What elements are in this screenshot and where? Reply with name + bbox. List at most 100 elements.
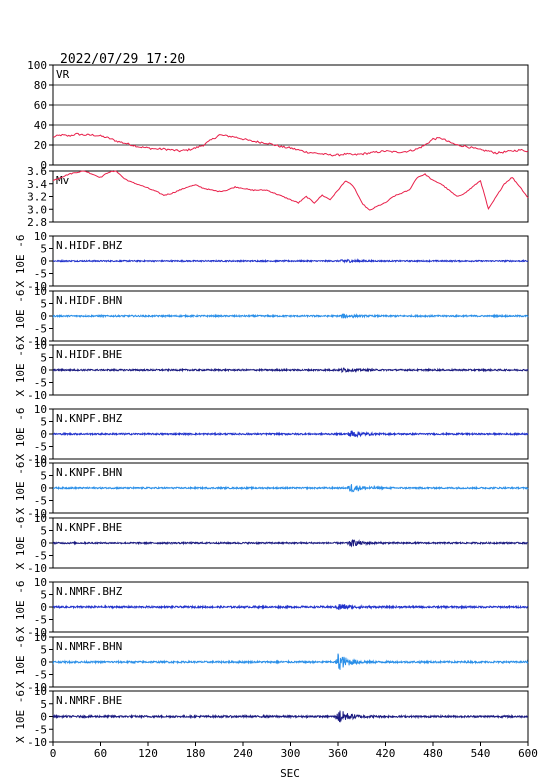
x-tick-label: 0 <box>50 747 57 760</box>
y-tick-label: -10 <box>27 736 47 749</box>
y-axis-label: X 10E -6 <box>14 581 27 634</box>
y-tick-label: 0 <box>40 310 47 323</box>
x-tick-label: 480 <box>423 747 443 760</box>
x-tick-label: 240 <box>233 747 253 760</box>
y-tick-label: 10 <box>34 339 47 352</box>
y-tick-label: -5 <box>34 323 47 336</box>
y-tick-label: 5 <box>40 352 47 365</box>
y-tick-label: -5 <box>34 495 47 508</box>
panel-label: N.NMRF.BHZ <box>56 585 123 598</box>
y-tick-label: 5 <box>40 698 47 711</box>
panel-label: N.NMRF.BHE <box>56 694 122 707</box>
y-tick-label: -5 <box>34 614 47 627</box>
y-tick-label: -10 <box>27 389 47 402</box>
y-tick-label: 0 <box>40 656 47 669</box>
trace-n-nmrf-bhz <box>52 603 529 611</box>
y-tick-label: -10 <box>27 626 47 639</box>
y-tick-label: -10 <box>27 335 47 348</box>
trace-n-hidf-bhz <box>52 258 529 264</box>
y-axis-label: X 10E -6 <box>14 290 27 343</box>
y-tick-label: 5 <box>40 644 47 657</box>
y-axis-label: X 10E -6 <box>14 517 27 570</box>
y-axis-label: X 10E -6 <box>14 462 27 515</box>
y-tick-label: 0 <box>40 428 47 441</box>
panel-label: Mv <box>56 174 70 187</box>
y-tick-label: -10 <box>27 562 47 575</box>
y-tick-label: 10 <box>34 576 47 589</box>
y-tick-label: 5 <box>40 470 47 483</box>
y-tick-label: 5 <box>40 525 47 538</box>
y-tick-label: 0 <box>40 711 47 724</box>
y-tick-label: -10 <box>27 681 47 694</box>
y-tick-label: -5 <box>34 441 47 454</box>
y-tick-label: -10 <box>27 453 47 466</box>
y-tick-label: -5 <box>34 550 47 563</box>
panel-label: N.KNPF.BHZ <box>56 412 123 425</box>
y-tick-label: 0 <box>40 255 47 268</box>
panel-frame <box>52 64 529 166</box>
trace-n-knpf-bhz <box>52 430 529 439</box>
panel-label: N.NMRF.BHN <box>56 640 122 653</box>
x-tick-label: 300 <box>281 747 301 760</box>
trace-mv <box>52 170 529 211</box>
y-tick-label: -5 <box>34 669 47 682</box>
y-axis-label: X 10E -6 <box>14 636 27 689</box>
y-tick-label: 10 <box>34 285 47 298</box>
y-tick-label: 80 <box>34 79 47 92</box>
y-tick-label: 10 <box>34 403 47 416</box>
y-tick-label: 3.4 <box>27 178 47 191</box>
y-tick-label: 5 <box>40 416 47 429</box>
x-tick-label: 420 <box>376 747 396 760</box>
y-tick-label: 5 <box>40 589 47 602</box>
x-tick-label: 120 <box>138 747 158 760</box>
trace-n-knpf-bhe <box>52 539 528 548</box>
y-tick-label: 10 <box>34 685 47 698</box>
panel-label: VR <box>56 68 70 81</box>
x-tick-label: 600 <box>518 747 538 760</box>
y-tick-label: -5 <box>34 377 47 390</box>
y-tick-label: 2.8 <box>27 216 47 229</box>
x-tick-label: 180 <box>186 747 206 760</box>
panel-label: N.HIDF.BHN <box>56 294 122 307</box>
y-axis-label: X 10E -6 <box>14 408 27 461</box>
x-axis-label: SEC <box>280 767 300 780</box>
y-tick-label: -10 <box>27 280 47 293</box>
y-tick-label: 3.2 <box>27 191 47 204</box>
y-axis-label: X 10E -6 <box>14 344 27 397</box>
y-tick-label: 0 <box>40 482 47 495</box>
x-tick-label: 60 <box>94 747 107 760</box>
x-tick-label: 360 <box>328 747 348 760</box>
y-tick-label: 0 <box>40 601 47 614</box>
y-tick-label: 10 <box>34 230 47 243</box>
timestamp: 2022/07/29 17:20 <box>60 52 185 67</box>
panel-label: N.HIDF.BHE <box>56 348 122 361</box>
y-tick-label: 5 <box>40 298 47 311</box>
y-tick-label: 0 <box>40 159 47 172</box>
y-tick-label: 0 <box>40 537 47 550</box>
trace-vr <box>52 132 529 157</box>
panel-label: N.HIDF.BHZ <box>56 239 123 252</box>
panel-vr: 100 80 60 40 20 0 VR <box>27 59 529 172</box>
trace-n-hidf-bhe <box>52 367 529 374</box>
y-tick-label: 100 <box>27 59 47 72</box>
y-tick-label: 5 <box>40 243 47 256</box>
y-axis-label: X 10E -6 <box>14 690 27 743</box>
y-tick-label: -10 <box>27 507 47 520</box>
panel-label: N.KNPF.BHN <box>56 466 122 479</box>
y-tick-label: 40 <box>34 119 47 132</box>
trace-n-nmrf-bhn <box>52 653 529 670</box>
panel-label: N.KNPF.BHE <box>56 521 122 534</box>
y-tick-label: 10 <box>34 512 47 525</box>
y-tick-label: 60 <box>34 99 47 112</box>
y-tick-label: -5 <box>34 268 47 281</box>
